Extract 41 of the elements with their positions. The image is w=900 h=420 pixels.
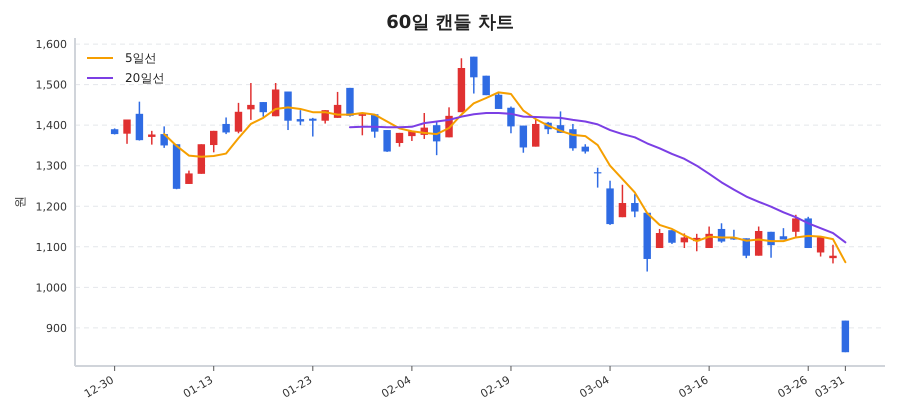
- candlestick: [247, 82, 255, 121]
- candlestick: [792, 214, 800, 238]
- candlestick: [148, 130, 156, 146]
- candlestick: [668, 229, 676, 245]
- candlestick: [470, 56, 478, 94]
- candlestick: [816, 236, 824, 258]
- y-tick-label: 1,500: [36, 78, 67, 92]
- candlestick: [494, 92, 502, 110]
- y-axis-title: 원: [13, 196, 27, 208]
- candlestick: [680, 232, 688, 249]
- candlestick: [222, 116, 230, 135]
- legend-label: 5일선: [125, 51, 157, 65]
- y-tick-label: 1,400: [36, 119, 67, 132]
- chart-title: 60일 캔들 차트: [386, 12, 514, 33]
- candlestick: [594, 166, 602, 188]
- candlestick: [618, 184, 626, 218]
- candlestick: [396, 132, 404, 148]
- candlestick: [185, 170, 193, 185]
- candlestick: [260, 101, 267, 118]
- y-tick-label: 1,600: [36, 38, 67, 52]
- candlestick: [507, 106, 515, 134]
- candlestick: [210, 130, 218, 154]
- candlestick: [309, 117, 317, 138]
- candlestick: [631, 193, 639, 218]
- candlestick: [656, 228, 664, 249]
- candlestick: [829, 244, 837, 264]
- candlestick: [582, 143, 589, 154]
- candlestick: [296, 109, 304, 126]
- y-tick-label: 1,100: [36, 240, 67, 254]
- candlestick: [123, 118, 131, 145]
- candlestick: [520, 124, 528, 154]
- y-tick-label: 1,200: [36, 200, 67, 214]
- y-tick-label: 900: [46, 322, 67, 335]
- candlestick: [234, 102, 242, 134]
- legend-label: 20일선: [125, 71, 164, 85]
- y-tick-label: 1,000: [36, 281, 67, 294]
- candlestick: [358, 113, 366, 136]
- y-tick-label: 1,300: [36, 160, 67, 173]
- candlestick: [383, 129, 391, 153]
- candlestick: [532, 119, 540, 148]
- candlestick: [482, 74, 490, 96]
